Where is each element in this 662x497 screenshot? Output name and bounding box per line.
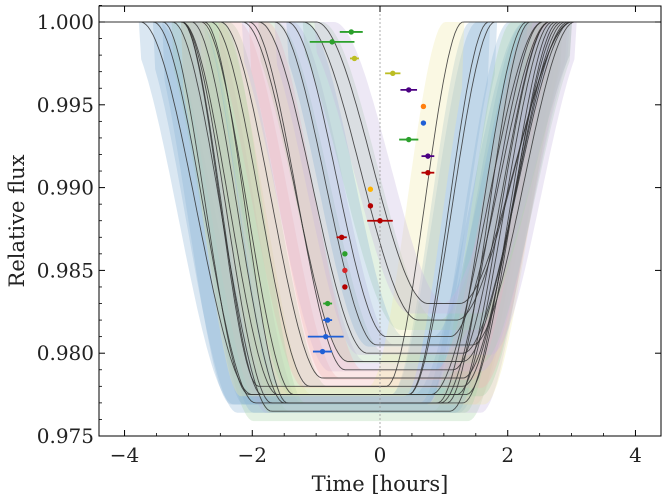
data-point-8 xyxy=(406,136,412,143)
uncertainty-band-10 xyxy=(99,22,661,388)
data-point-21 xyxy=(319,348,326,355)
uncertainty-band-9 xyxy=(99,22,661,405)
x-tick-label: 4 xyxy=(629,443,642,467)
uncertainty-band-14 xyxy=(99,22,661,364)
uncertainty-band-19 xyxy=(99,22,661,397)
x-tick-label: 0 xyxy=(374,443,387,467)
x-tick-label: 2 xyxy=(501,443,514,467)
x-tick-label: −2 xyxy=(238,443,267,467)
uncertainty-band-8 xyxy=(99,22,661,397)
x-tick-label: −4 xyxy=(110,443,139,467)
x-axis-ticks: −4 −2 0 2 4 xyxy=(110,6,642,467)
data-point-1 xyxy=(348,29,354,35)
y-tick-label: 0.980 xyxy=(37,341,94,365)
data-point-15 xyxy=(342,251,348,257)
uncertainty-band-15 xyxy=(99,22,661,380)
data-point-11 xyxy=(367,186,374,192)
data-point-9 xyxy=(425,153,431,159)
data-point-2 xyxy=(329,39,335,45)
y-tick-label: 0.985 xyxy=(37,258,94,282)
uncertainty-band-16 xyxy=(99,22,661,355)
data-point-3 xyxy=(351,55,358,62)
data-point-19 xyxy=(324,317,331,323)
y-tick-label: 0.990 xyxy=(37,176,94,200)
y-axis-ticks: 0.975 0.980 0.985 0.990 0.995 1.000 xyxy=(37,5,661,448)
uncertainty-band-12 xyxy=(99,22,661,372)
data-point-12 xyxy=(367,203,374,209)
data-point-13 xyxy=(377,218,383,224)
y-tick-label: 1.000 xyxy=(37,10,94,34)
y-tick-label: 0.975 xyxy=(37,424,94,448)
data-point-6 xyxy=(420,103,427,110)
uncertainty-band-13 xyxy=(99,22,661,405)
data-point-5 xyxy=(406,87,412,93)
data-point-14 xyxy=(338,234,345,240)
data-point-7 xyxy=(420,120,427,126)
data-point-10 xyxy=(425,169,431,176)
y-tick-label: 0.995 xyxy=(37,93,94,117)
y-axis-label: Relative flux xyxy=(5,154,29,287)
x-axis-label: Time [hours] xyxy=(312,472,449,496)
data-point-17 xyxy=(342,284,348,290)
transit-curve-20 xyxy=(99,21,661,304)
data-point-18 xyxy=(324,300,331,307)
data-point-4 xyxy=(390,70,396,77)
data-point-16 xyxy=(342,267,348,274)
data-point-20 xyxy=(323,333,329,340)
data-points xyxy=(307,29,435,355)
